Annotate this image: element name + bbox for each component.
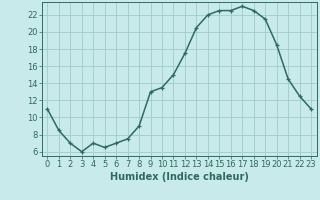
X-axis label: Humidex (Indice chaleur): Humidex (Indice chaleur) [110, 172, 249, 182]
